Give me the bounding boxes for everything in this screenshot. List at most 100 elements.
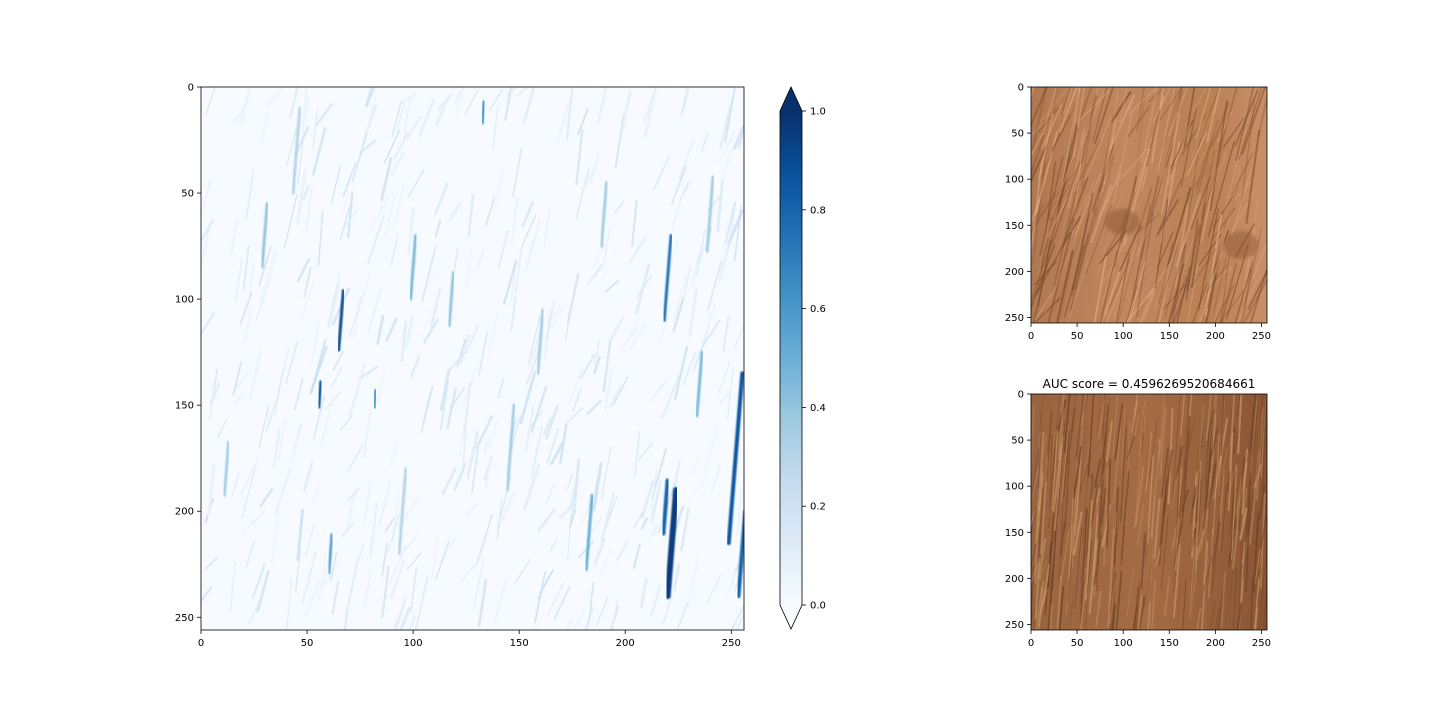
heatmap-y-axis: 0 50 100 150 200 250 — [175, 83, 201, 624]
wood-grain-line — [1111, 90, 1132, 123]
wood-grain-line — [1071, 125, 1086, 237]
wood-grain-line — [1095, 590, 1102, 627]
wood-grain-line — [1031, 448, 1039, 505]
heatmap-texture-streak — [423, 318, 439, 344]
wood-grain-line — [1058, 394, 1065, 461]
colorbar-tick-label: 0.4 — [810, 403, 826, 414]
heatmap-streak — [222, 440, 231, 497]
heatmap-texture-streak — [682, 351, 697, 386]
heatmap-texture-streak — [658, 305, 672, 349]
wood-grain-line — [1253, 464, 1262, 489]
heatmap-texture-streak — [650, 470, 658, 516]
heatmap-texture-streak — [301, 95, 309, 140]
reconstruction-image-y-tick-label: 200 — [1005, 574, 1024, 585]
wood-grain-line — [1072, 445, 1083, 499]
heatmap-texture-streak — [629, 235, 647, 263]
heatmap-texture-streak — [311, 127, 327, 176]
heatmap-texture-streak — [363, 571, 372, 606]
heatmap-texture-streak — [435, 540, 450, 581]
heatmap-texture-streak — [407, 169, 425, 198]
wood-grain-line — [1242, 480, 1251, 579]
wood-grain-line — [1083, 394, 1089, 414]
heatmap-texture-streak — [706, 574, 722, 604]
wood-grain-line — [1031, 244, 1056, 311]
heatmap-texture-streak — [621, 326, 639, 350]
wood-grain-line — [1105, 134, 1130, 178]
heatmap-texture-streak — [485, 197, 496, 226]
heatmap-texture-streak — [274, 369, 284, 417]
heatmap-texture-streak — [488, 312, 499, 355]
wood-grain-line — [1051, 146, 1077, 218]
heatmap-texture-streak — [492, 106, 499, 149]
heatmap-streak — [397, 467, 408, 556]
heatmap-texture-streak — [420, 385, 434, 434]
heatmap-texture-streak — [317, 210, 324, 266]
heatmap-texture-streak — [559, 500, 577, 520]
heatmap-texture-streak — [380, 156, 393, 202]
wood-grain-line — [1179, 236, 1195, 282]
wood-grain-line — [1228, 394, 1235, 472]
wood-grain-line — [1159, 406, 1167, 479]
wood-grain-line — [1145, 109, 1161, 168]
input-image-y-tick-label: 0 — [1018, 83, 1024, 94]
wood-grain-line — [1245, 497, 1251, 593]
wood-grain-line — [1198, 87, 1220, 146]
wood-grain-line — [1117, 225, 1143, 323]
heatmap-texture-streak — [593, 259, 607, 279]
wood-grain-line — [1156, 231, 1174, 269]
wood-grain-line — [1207, 140, 1235, 238]
wood-grain-line — [1045, 410, 1053, 482]
heatmap-texture-streak — [312, 394, 326, 440]
heatmap-texture-streak — [477, 579, 488, 627]
heatmap-texture-streak — [652, 155, 671, 191]
wood-grain-line — [1079, 90, 1110, 120]
heatmap-texture-streak — [439, 380, 449, 431]
heatmap-texture-streak — [369, 502, 378, 558]
wood-grain-line — [1167, 263, 1185, 323]
heatmap-texture-streak — [321, 404, 332, 445]
heatmap-texture-streak — [564, 313, 571, 342]
heatmap-texture-streak — [575, 128, 584, 186]
heatmap-texture-streak — [330, 165, 342, 204]
heatmap-texture-streak — [590, 244, 606, 272]
heatmap-texture-streak — [546, 300, 556, 340]
wood-grain-line — [1156, 198, 1179, 235]
heatmap-texture-streak — [463, 382, 472, 435]
input-image-x-tick-label: 200 — [1206, 331, 1225, 342]
wood-grain-line — [1132, 413, 1140, 447]
wood-grain-line — [1209, 600, 1216, 630]
wood-grain-line — [1223, 186, 1239, 229]
heatmap-texture-streak — [724, 201, 737, 244]
heatmap-texture-streak — [394, 596, 407, 630]
wood-grain-line — [1105, 280, 1124, 323]
wood-grain-line — [1079, 87, 1093, 120]
heatmap-texture-streak — [497, 230, 509, 270]
heatmap-texture-streak — [533, 612, 545, 630]
heatmap-texture-streak — [464, 324, 480, 355]
wood-knot — [1105, 209, 1139, 235]
wood-grain-line — [1129, 268, 1157, 318]
heatmap-streaks — [222, 100, 744, 600]
wood-grain-line — [1051, 429, 1059, 511]
wood-grain-line — [1157, 87, 1176, 171]
wood-grain-line — [1134, 440, 1143, 530]
heatmap-texture-streak — [366, 214, 385, 264]
heatmap-texture-streak — [259, 114, 269, 146]
wood-grain-line — [1070, 207, 1097, 311]
heatmap-texture-streak — [343, 189, 350, 213]
wood-grain-line — [1048, 430, 1056, 518]
wood-grain-line — [1196, 277, 1211, 323]
heatmap-texture-streak — [724, 87, 736, 143]
wood-grain-line — [1055, 162, 1080, 258]
wood-grain-line — [1102, 237, 1129, 285]
heatmap-texture-streak — [363, 481, 372, 524]
wood-grain-line — [1124, 288, 1155, 323]
wood-grain-line — [1252, 245, 1267, 280]
heatmap-texture-streak — [366, 288, 383, 334]
wood-grain-line — [1189, 533, 1195, 555]
heatmap-texture-streak — [303, 578, 322, 619]
colorbar: 0.0 0.2 0.4 0.6 0.8 1.0 — [779, 86, 826, 630]
wood-grain-line — [1053, 189, 1078, 287]
heatmap-streak — [695, 350, 704, 418]
heatmap-texture-streak — [425, 274, 439, 289]
